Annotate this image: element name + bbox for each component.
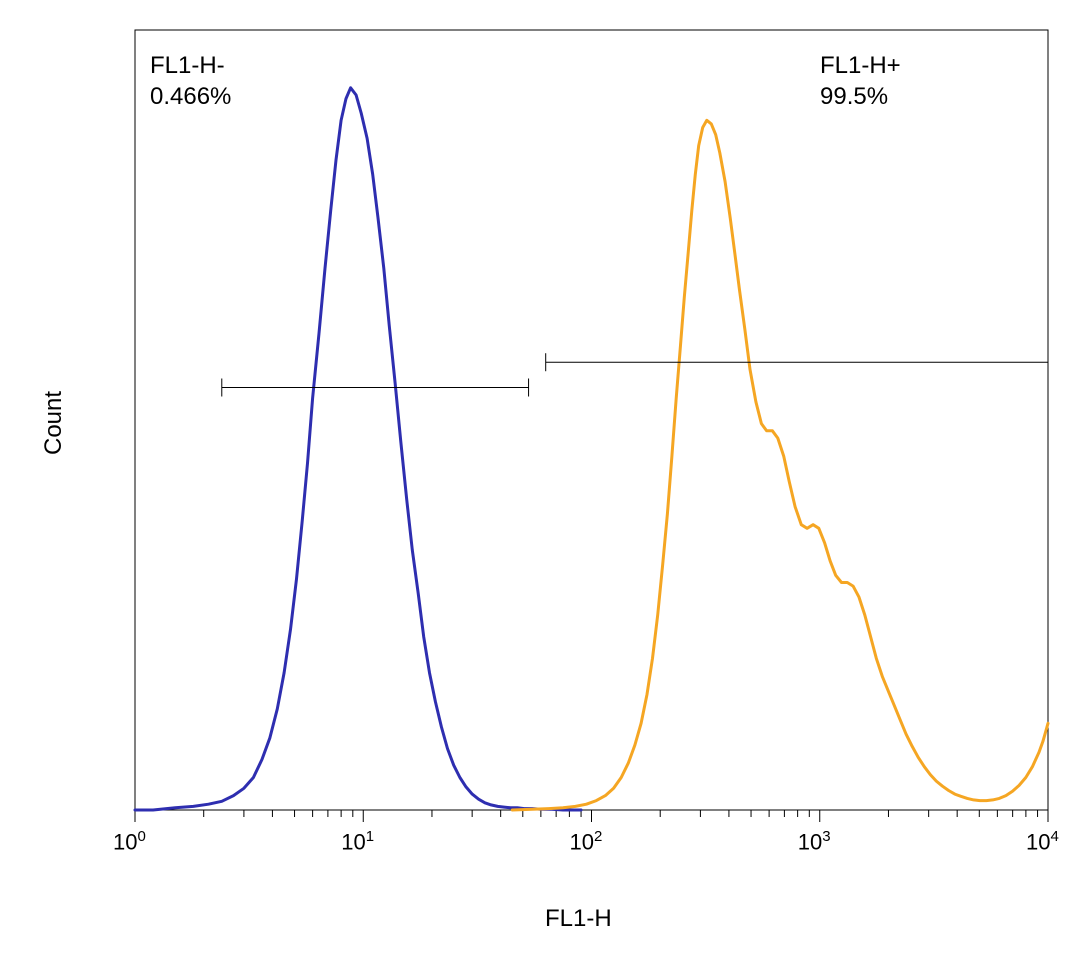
x-axis-label: FL1-H (545, 905, 612, 933)
gate-positive-name: FL1-H+ (820, 50, 901, 81)
gate-positive-percent: 99.5% (820, 81, 901, 112)
flow-cytometry-histogram: { "chart": { "type": "histogram", "backg… (0, 0, 1080, 972)
chart-svg (0, 0, 1080, 972)
x-tick-label: 103 (798, 828, 831, 855)
x-tick-label: 102 (570, 828, 603, 855)
x-tick-label: 100 (113, 828, 146, 855)
gate-negative-name: FL1-H- (150, 50, 231, 81)
gate-positive-label: FL1-H+ 99.5% (820, 50, 901, 112)
x-tick-label: 104 (1026, 828, 1059, 855)
gate-negative-percent: 0.466% (150, 81, 231, 112)
x-tick-label: 101 (341, 828, 374, 855)
y-axis-label: Count (40, 391, 68, 455)
gate-negative-label: FL1-H- 0.466% (150, 50, 231, 112)
